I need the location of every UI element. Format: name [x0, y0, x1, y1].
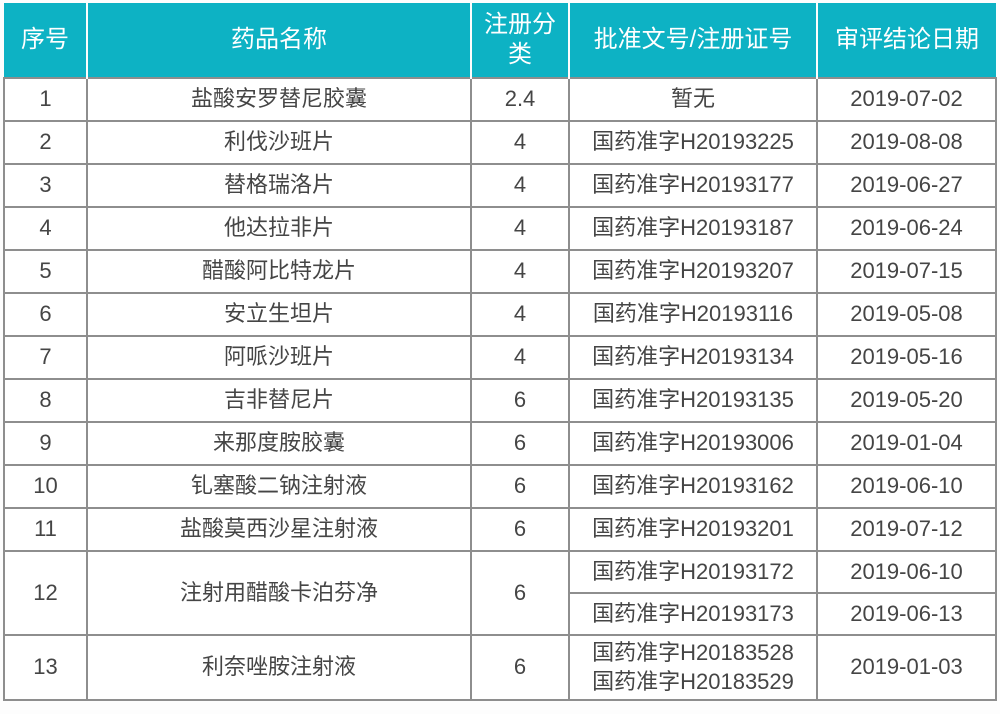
- cell-approval-number: 国药准字H20193173: [568, 592, 818, 636]
- cell-registration-category: 4: [470, 335, 570, 380]
- column-header-registration-category: 注册分类: [470, 3, 570, 78]
- cell-review-date: 2019-06-10: [816, 550, 997, 594]
- cell-serial: 10: [3, 464, 88, 509]
- cell-drug-name: 利奈唑胺注射液: [86, 634, 472, 701]
- cell-review-date: 2019-05-20: [816, 378, 997, 423]
- header-row: 序号 药品名称 注册分类 批准文号/注册证号 审评结论日期: [4, 3, 996, 78]
- cell-serial: 9: [3, 421, 88, 466]
- table-row: 2 利伐沙班片 4 国药准字H20193225 2019-08-08: [3, 120, 997, 165]
- cell-review-date: 2019-01-03: [816, 634, 997, 701]
- cell-review-date: 2019-07-02: [816, 77, 997, 122]
- cell-drug-name: 安立生坦片: [86, 292, 472, 337]
- cell-review-date: 2019-08-08: [816, 120, 997, 165]
- cell-serial: 12: [3, 550, 88, 636]
- cell-approval-number: 国药准字H20193162: [568, 464, 818, 509]
- cell-approval-number: 暂无: [568, 77, 818, 122]
- cell-registration-category: 6: [470, 378, 570, 423]
- cell-review-date: 2019-05-16: [816, 335, 997, 380]
- cell-serial: 7: [3, 335, 88, 380]
- table-row: 9 来那度胺胶囊 6 国药准字H20193006 2019-01-04: [3, 421, 997, 466]
- cell-registration-category: 6: [470, 464, 570, 509]
- cell-approval-number: 国药准字H20193187: [568, 206, 818, 251]
- cell-serial: 3: [3, 163, 88, 208]
- table-row: 8 吉非替尼片 6 国药准字H20193135 2019-05-20: [3, 378, 997, 423]
- cell-drug-name: 来那度胺胶囊: [86, 421, 472, 466]
- cell-approval-number: 国药准字H20193207: [568, 249, 818, 294]
- table-row: 12 注射用醋酸卡泊芬净 6 国药准字H20193172 2019-06-10: [3, 550, 997, 636]
- cell-approval-number: 国药准字H20193172: [568, 550, 818, 594]
- cell-drug-name: 替格瑞洛片: [86, 163, 472, 208]
- cell-serial: 8: [3, 378, 88, 423]
- cell-registration-category: 4: [470, 120, 570, 165]
- cell-serial: 13: [3, 634, 88, 701]
- cell-drug-name: 盐酸安罗替尼胶囊: [86, 77, 472, 122]
- cell-registration-category: 6: [470, 634, 570, 701]
- table-row-continuation: 国药准字H20193173 2019-06-13: [4, 592, 997, 636]
- cell-approval-number: 国药准字H20193225: [568, 120, 818, 165]
- table-row: 13 利奈唑胺注射液 6 国药准字H20183528 国药准字H20183529…: [3, 634, 997, 701]
- cell-drug-name: 醋酸阿比特龙片: [86, 249, 472, 294]
- cell-serial: 11: [3, 507, 88, 552]
- drug-approval-table: 序号 药品名称 注册分类 批准文号/注册证号 审评结论日期 1 盐酸安罗替尼胶囊…: [3, 3, 997, 701]
- cell-approval-number: 国药准字H20193177: [568, 163, 818, 208]
- cell-drug-name: 注射用醋酸卡泊芬净: [86, 550, 472, 636]
- cell-registration-category: 4: [470, 249, 570, 294]
- cell-registration-category: 4: [470, 292, 570, 337]
- column-header-review-date: 审评结论日期: [816, 3, 996, 78]
- cell-approval-number: 国药准字H20193006: [568, 421, 818, 466]
- cell-registration-category: 4: [470, 206, 570, 251]
- cell-review-date: 2019-07-12: [816, 507, 997, 552]
- cell-review-date: 2019-05-08: [816, 292, 997, 337]
- cell-review-date: 2019-01-04: [816, 421, 997, 466]
- column-header-approval-number: 批准文号/注册证号: [568, 3, 818, 78]
- column-header-drug-name: 药品名称: [86, 3, 472, 78]
- cell-serial: 5: [3, 249, 88, 294]
- cell-registration-category: 6: [470, 507, 570, 552]
- cell-review-date: 2019-06-24: [816, 206, 997, 251]
- column-header-serial: 序号: [4, 3, 88, 78]
- table-row: 7 阿哌沙班片 4 国药准字H20193134 2019-05-16: [3, 335, 997, 380]
- cell-serial: 4: [3, 206, 88, 251]
- table-row: 4 他达拉非片 4 国药准字H20193187 2019-06-24: [3, 206, 997, 251]
- cell-approval-number: 国药准字H20193201: [568, 507, 818, 552]
- table-row: 5 醋酸阿比特龙片 4 国药准字H20193207 2019-07-15: [3, 249, 997, 294]
- table-row: 11 盐酸莫西沙星注射液 6 国药准字H20193201 2019-07-12: [3, 507, 997, 552]
- cell-drug-name: 钆塞酸二钠注射液: [86, 464, 472, 509]
- table-row: 3 替格瑞洛片 4 国药准字H20193177 2019-06-27: [3, 163, 997, 208]
- cell-drug-name: 吉非替尼片: [86, 378, 472, 423]
- cell-approval-number: 国药准字H20193135: [568, 378, 818, 423]
- cell-approval-number: 国药准字H20183528 国药准字H20183529: [568, 634, 818, 701]
- cell-review-date: 2019-07-15: [816, 249, 997, 294]
- cell-serial: 6: [3, 292, 88, 337]
- table-row: 6 安立生坦片 4 国药准字H20193116 2019-05-08: [3, 292, 997, 337]
- cell-drug-name: 利伐沙班片: [86, 120, 472, 165]
- cell-serial: 1: [3, 77, 88, 122]
- cell-drug-name: 阿哌沙班片: [86, 335, 472, 380]
- cell-registration-category: 2.4: [470, 77, 570, 122]
- cell-drug-name: 他达拉非片: [86, 206, 472, 251]
- cell-approval-number: 国药准字H20193134: [568, 335, 818, 380]
- cell-registration-category: 6: [470, 550, 570, 636]
- cell-registration-category: 6: [470, 421, 570, 466]
- cell-registration-category: 4: [470, 163, 570, 208]
- cell-approval-number: 国药准字H20193116: [568, 292, 818, 337]
- cell-serial: 2: [3, 120, 88, 165]
- table-row: 1 盐酸安罗替尼胶囊 2.4 暂无 2019-07-02: [3, 77, 997, 122]
- cell-review-date: 2019-06-27: [816, 163, 997, 208]
- table-row: 10 钆塞酸二钠注射液 6 国药准字H20193162 2019-06-10: [3, 464, 997, 509]
- cell-review-date: 2019-06-10: [816, 464, 997, 509]
- cell-review-date: 2019-06-13: [816, 592, 997, 636]
- cell-drug-name: 盐酸莫西沙星注射液: [86, 507, 472, 552]
